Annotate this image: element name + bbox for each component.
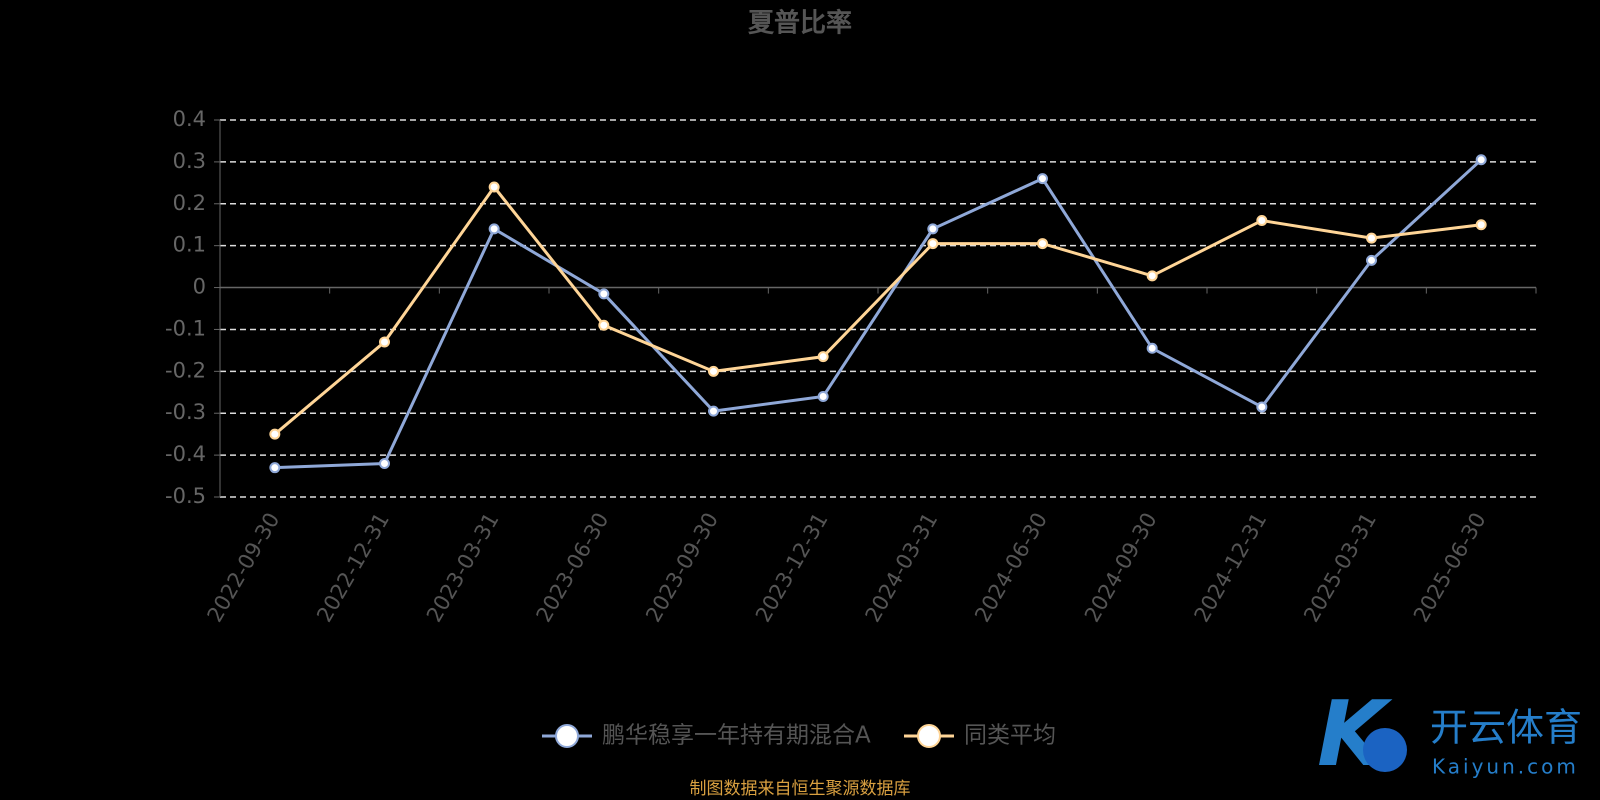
x-tick-label: 2022-09-30 (203, 509, 285, 627)
point (1256, 215, 1268, 227)
y-tick-label: 0.2 (173, 191, 206, 215)
point (269, 462, 281, 474)
x-tick-label: 2024-09-30 (1080, 509, 1162, 627)
point (927, 238, 939, 250)
point (817, 390, 829, 402)
point (379, 336, 390, 348)
point (1037, 238, 1048, 250)
watermark-ball (1363, 728, 1407, 772)
point (598, 288, 610, 300)
watermark-site: Kaiyun.com (1432, 755, 1579, 779)
x-tick-label: 2023-12-31 (751, 509, 833, 627)
x-tick-label: 2025-03-31 (1299, 509, 1381, 627)
y-tick-label: 0 (193, 275, 206, 299)
x-tick-label: 2025-06-30 (1409, 509, 1491, 627)
series-line (273, 184, 1482, 436)
y-tick-label: 0.4 (173, 107, 206, 131)
point (1366, 232, 1377, 244)
point (708, 365, 719, 377)
legend-label: 同类平均 (964, 723, 1056, 749)
series-line (274, 158, 1483, 470)
x-tick-label: 2024-12-31 (1190, 509, 1272, 627)
x-tick-label: 2024-06-30 (970, 509, 1052, 627)
legend-item[interactable]: 同类平均 (904, 723, 1056, 749)
point (1037, 173, 1048, 185)
legend-item[interactable]: 鹏华稳享一年持有期混合A (542, 723, 871, 749)
chart-title: 夏普比率 (748, 8, 852, 39)
point (1366, 254, 1377, 266)
source-note: 制图数据来自恒生聚源数据库 (690, 779, 911, 799)
point (379, 457, 390, 469)
legend-marker (917, 724, 941, 748)
y-tick-label: -0.4 (165, 442, 206, 466)
watermark: K 开云体育 Kaiyun.com (1317, 682, 1582, 787)
y-tick-label: 0.1 (173, 233, 206, 257)
y-tick-label: -0.2 (165, 358, 206, 382)
point (598, 319, 610, 331)
y-tick-label: -0.3 (165, 400, 206, 424)
x-tick-label: 2023-09-30 (641, 509, 723, 627)
y-tick-label: -0.1 (165, 316, 206, 340)
x-tick-label: 2024-03-31 (861, 508, 943, 626)
y-tick-label: -0.5 (165, 484, 206, 508)
watermark-brand: 开云体育 (1430, 706, 1582, 750)
point (1146, 270, 1158, 282)
y-tick-label: 0.3 (173, 149, 206, 173)
point (1146, 342, 1158, 354)
point (1256, 401, 1268, 413)
point (488, 181, 500, 193)
point (1475, 219, 1487, 231)
point (817, 351, 829, 363)
legend-label: 鹏华稳享一年持有期混合A (602, 723, 871, 749)
x-tick-label: 2023-03-31 (422, 508, 504, 626)
x-tick-label: 2023-06-30 (532, 509, 614, 627)
x-tick-label: 2022-12-31 (312, 509, 394, 627)
point (927, 223, 939, 235)
point (488, 223, 500, 235)
point (708, 405, 719, 417)
point (1475, 154, 1487, 166)
legend-marker (555, 724, 579, 748)
point (269, 428, 281, 440)
